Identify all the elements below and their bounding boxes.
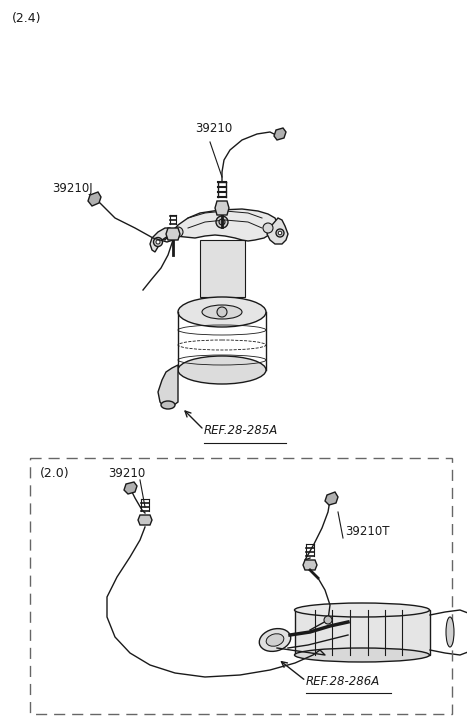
Text: REF.28-285A: REF.28-285A	[204, 424, 278, 437]
Polygon shape	[88, 192, 101, 206]
Polygon shape	[274, 128, 286, 140]
Polygon shape	[325, 492, 338, 505]
Circle shape	[278, 231, 282, 235]
Ellipse shape	[446, 617, 454, 647]
Polygon shape	[150, 228, 172, 252]
Ellipse shape	[295, 603, 430, 617]
Text: 39210: 39210	[195, 122, 232, 135]
Ellipse shape	[259, 629, 291, 651]
Text: REF.28-286A: REF.28-286A	[306, 675, 380, 688]
Circle shape	[156, 240, 160, 244]
Polygon shape	[166, 228, 180, 240]
Polygon shape	[200, 240, 245, 297]
Polygon shape	[124, 482, 137, 494]
Polygon shape	[162, 209, 278, 241]
Polygon shape	[295, 610, 430, 655]
Polygon shape	[303, 560, 317, 570]
Text: 39210T: 39210T	[345, 525, 389, 538]
Circle shape	[263, 223, 273, 233]
Polygon shape	[267, 218, 288, 244]
Text: (2.0): (2.0)	[40, 467, 70, 480]
Text: 39210: 39210	[108, 467, 145, 480]
Polygon shape	[215, 201, 229, 215]
Polygon shape	[158, 365, 178, 408]
Ellipse shape	[295, 648, 430, 662]
Text: 39210J: 39210J	[52, 182, 92, 195]
Ellipse shape	[178, 297, 266, 327]
Ellipse shape	[161, 401, 175, 409]
Circle shape	[216, 216, 228, 228]
Circle shape	[154, 238, 163, 246]
Ellipse shape	[266, 634, 284, 646]
Circle shape	[276, 229, 284, 237]
Circle shape	[217, 307, 227, 317]
Circle shape	[324, 616, 332, 624]
Ellipse shape	[178, 356, 266, 384]
Circle shape	[173, 227, 183, 237]
Polygon shape	[138, 515, 152, 525]
Text: (2.4): (2.4)	[12, 12, 42, 25]
Ellipse shape	[202, 305, 242, 319]
Circle shape	[219, 219, 225, 225]
Bar	[30, 458, 452, 714]
